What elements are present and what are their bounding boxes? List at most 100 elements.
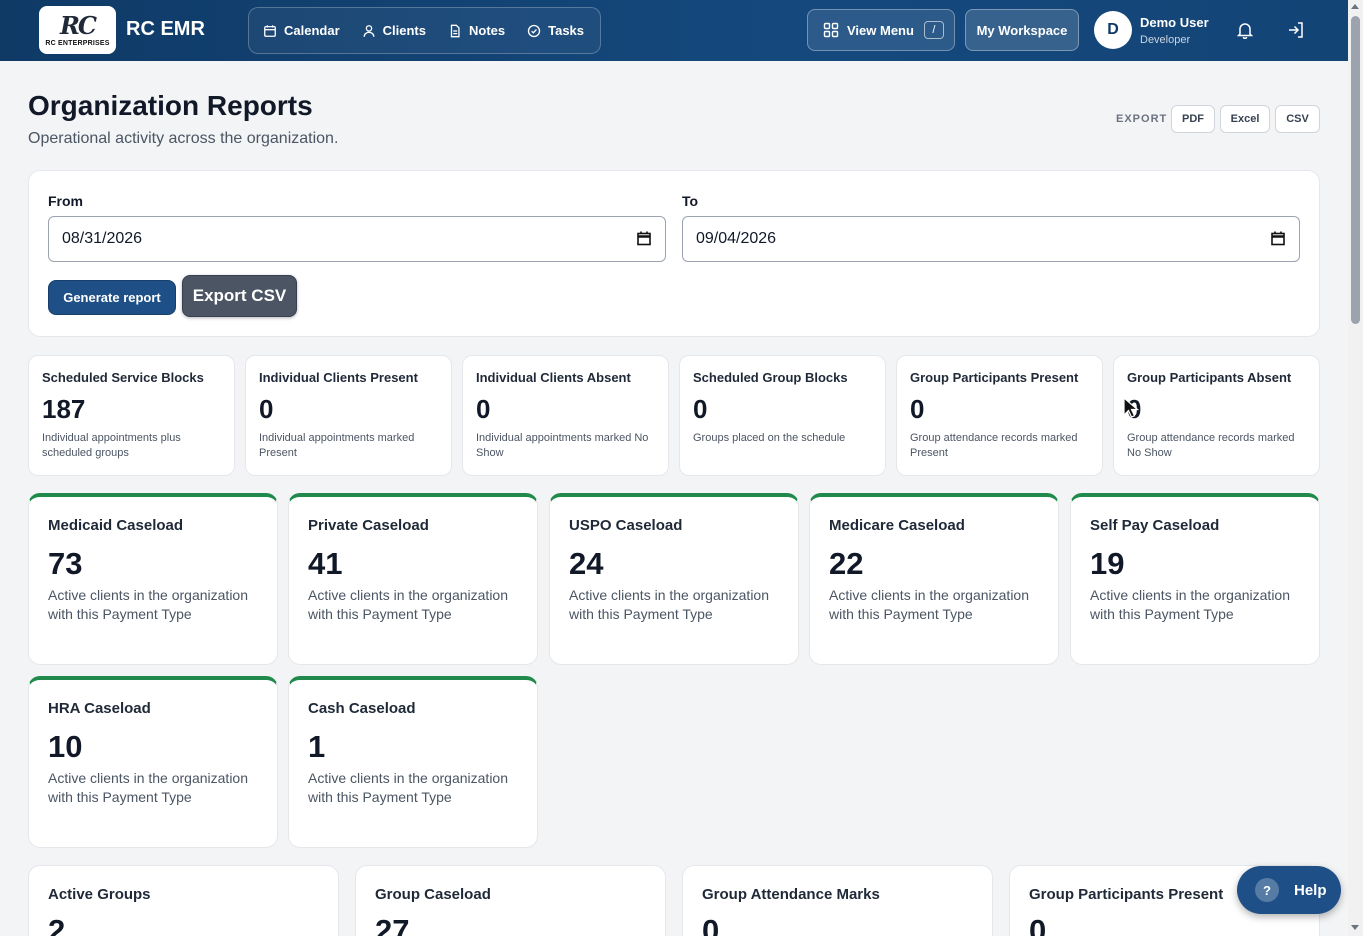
- summary-card-active-groups: Active Groups 2: [28, 865, 339, 936]
- stat-value: 187: [42, 394, 86, 424]
- caseload-card-hra: HRA Caseload 10 Active clients in the or…: [28, 676, 278, 848]
- page-subtitle: Operational activity across the organiza…: [28, 130, 339, 147]
- scrollbar-thumb[interactable]: [1351, 16, 1360, 324]
- caseload-description: Active clients in the organization with …: [308, 587, 508, 622]
- stat-card-scheduled-service-blocks: Scheduled Service Blocks 187 Individual …: [28, 355, 235, 476]
- stat-value: 0: [1127, 394, 1306, 425]
- caseload-description: Active clients in the organization with …: [829, 587, 1029, 622]
- caseload-card-cash: Cash Caseload 1 Active clients in the or…: [288, 676, 538, 848]
- from-date-input[interactable]: 08/31/2026: [48, 216, 666, 262]
- to-label: To: [682, 193, 699, 209]
- stat-card-individual-absent: Individual Clients Absent 0 Individual a…: [462, 355, 669, 476]
- page-scrollbar[interactable]: [1348, 0, 1363, 936]
- notifications-button[interactable]: [1236, 21, 1254, 44]
- app-brand: RC EMR: [126, 18, 205, 40]
- to-date-input[interactable]: 09/04/2026: [682, 216, 1300, 262]
- stat-title: Scheduled Service Blocks: [42, 370, 204, 385]
- stat-value: 0: [693, 394, 708, 424]
- report-filter-card: From 08/31/2026 To 09/04/2026 Generate r…: [28, 170, 1320, 337]
- caseload-title: Self Pay Caseload: [1090, 517, 1220, 534]
- caseload-description: Active clients in the organization with …: [48, 587, 248, 622]
- export-csv-button[interactable]: Export CSV: [182, 275, 297, 317]
- shortcut-key-badge: /: [923, 21, 944, 39]
- summary-title: Active Groups: [48, 886, 151, 903]
- summary-value: 27: [375, 913, 410, 936]
- caseload-value: 10: [48, 729, 83, 764]
- caseload-card-self-pay: Self Pay Caseload 19 Active clients in t…: [1070, 493, 1320, 665]
- grid-icon: [823, 22, 839, 38]
- from-date-value: 08/31/2026: [62, 230, 143, 247]
- view-menu-label: View Menu: [847, 22, 914, 38]
- stat-description: Group attendance records marked Present: [910, 432, 1078, 459]
- caseload-title: USPO Caseload: [569, 517, 683, 534]
- logout-icon: [1289, 22, 1303, 38]
- stat-description: Individual appointments plus scheduled g…: [42, 432, 181, 459]
- summary-value: 0: [702, 913, 720, 936]
- summary-card-group-attendance-marks: Group Attendance Marks 0: [682, 865, 993, 936]
- question-icon: ?: [1255, 878, 1279, 902]
- nav-calendar[interactable]: Calendar: [263, 23, 340, 38]
- nav-clients[interactable]: Clients: [362, 23, 426, 38]
- summary-title: Group Participants Present: [1029, 886, 1224, 903]
- nav-tasks-label: Tasks: [548, 23, 585, 38]
- caseload-card-private: Private Caseload 41 Active clients in th…: [288, 493, 538, 665]
- company-logo[interactable]: RC RC ENTERPRISES: [39, 6, 116, 54]
- nav-notes[interactable]: Notes: [448, 23, 505, 38]
- stat-description: Individual appointments marked Present: [259, 432, 415, 459]
- caseload-card-medicare: Medicare Caseload 22 Active clients in t…: [809, 493, 1059, 665]
- caseload-description: Active clients in the organization with …: [48, 770, 248, 805]
- caseload-description: Active clients in the organization with …: [1090, 587, 1290, 622]
- nav-calendar-label: Calendar: [284, 23, 340, 38]
- avatar[interactable]: D: [1094, 11, 1132, 49]
- page-title: Organization Reports: [28, 90, 313, 121]
- logo-subtitle: RC ENTERPRISES: [45, 39, 110, 47]
- my-workspace-button[interactable]: My Workspace: [965, 9, 1079, 51]
- stat-card-group-absent: Group Participants Absent 0 Group attend…: [1113, 355, 1320, 476]
- caseload-description: Active clients in the organization with …: [308, 770, 508, 805]
- caseload-title: HRA Caseload: [48, 700, 151, 717]
- document-icon: [450, 24, 460, 37]
- user-name[interactable]: Demo User: [1140, 15, 1209, 30]
- caseload-title: Medicare Caseload: [829, 517, 965, 534]
- stat-description: Group attendance records marked No Show: [1127, 432, 1295, 459]
- export-excel-button[interactable]: Excel: [1220, 105, 1270, 133]
- from-label: From: [48, 193, 83, 209]
- export-csv-small-button[interactable]: CSV: [1275, 105, 1320, 133]
- nav-tasks[interactable]: Tasks: [527, 23, 584, 38]
- export-pdf-button[interactable]: PDF: [1171, 105, 1215, 133]
- summary-value: 2: [48, 913, 66, 936]
- caseload-card-medicaid: Medicaid Caseload 73 Active clients in t…: [28, 493, 278, 665]
- help-label: Help: [1294, 881, 1327, 899]
- date-picker-icon[interactable]: [637, 231, 651, 246]
- stat-value: 0: [910, 394, 925, 424]
- date-picker-icon[interactable]: [1271, 231, 1285, 246]
- caseload-value: 73: [48, 546, 83, 581]
- caseload-title: Medicaid Caseload: [48, 517, 184, 534]
- summary-title: Group Caseload: [375, 886, 491, 903]
- stat-title: Group Participants Present: [910, 370, 1079, 385]
- stat-title: Scheduled Group Blocks: [693, 370, 848, 385]
- summary-card-group-caseload: Group Caseload 27: [355, 865, 666, 936]
- scroll-up-arrow[interactable]: [1351, 4, 1359, 9]
- summary-title: Group Attendance Marks: [702, 886, 880, 903]
- help-button[interactable]: ? Help: [1237, 866, 1341, 914]
- summary-value: 0: [1029, 913, 1047, 936]
- stat-title: Individual Clients Absent: [476, 370, 631, 385]
- main-nav: Calendar Clients Notes Tasks: [248, 7, 601, 54]
- caseload-value: 1: [308, 729, 326, 764]
- caseload-title: Private Caseload: [308, 517, 429, 534]
- stat-card-group-present: Group Participants Present 0 Group atten…: [896, 355, 1103, 476]
- view-menu-button[interactable]: View Menu /: [807, 9, 955, 51]
- stat-card-individual-present: Individual Clients Present 0 Individual …: [245, 355, 452, 476]
- caseload-value: 22: [829, 546, 864, 581]
- user-role: Developer: [1140, 34, 1191, 46]
- caseload-title: Cash Caseload: [308, 700, 416, 717]
- nav-clients-label: Clients: [382, 23, 426, 38]
- stat-card-scheduled-group-blocks: Scheduled Group Blocks 0 Groups placed o…: [679, 355, 886, 476]
- scroll-down-arrow[interactable]: [1351, 925, 1359, 930]
- generate-report-button[interactable]: Generate report: [48, 280, 176, 315]
- stat-value: 0: [476, 394, 491, 424]
- logout-button[interactable]: [1287, 21, 1305, 44]
- to-date-value: 09/04/2026: [696, 230, 777, 247]
- caseload-value: 19: [1090, 546, 1125, 581]
